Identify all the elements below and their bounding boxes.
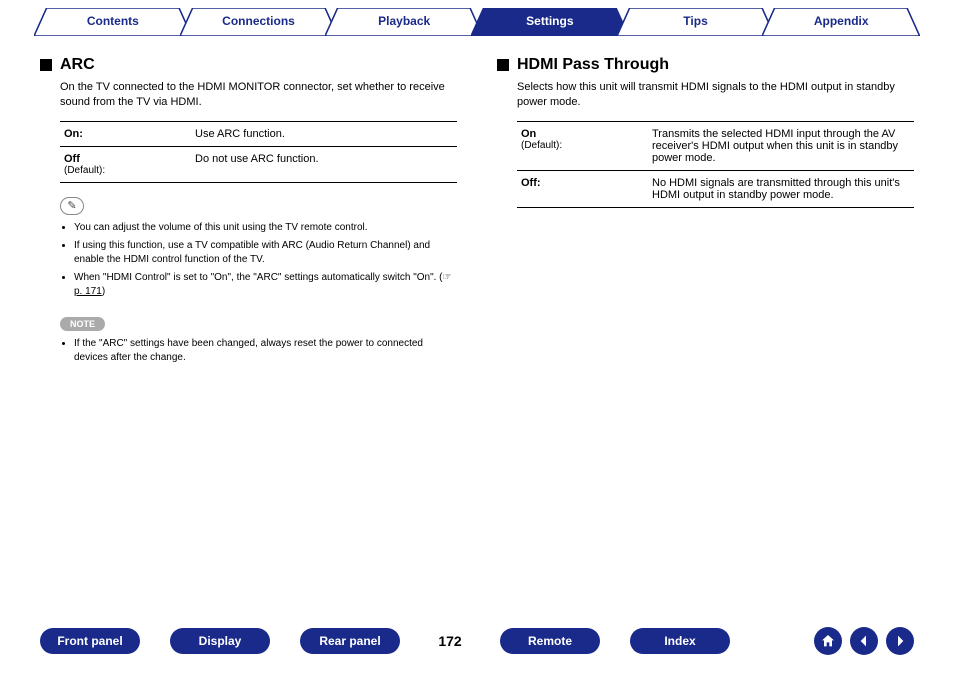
hdmi-options-table: On(Default): Transmits the selected HDMI…	[517, 121, 914, 208]
bullet-square-icon	[497, 59, 509, 71]
content-area: ARC On the TV connected to the HDMI MONI…	[0, 36, 954, 369]
bullet-square-icon	[40, 59, 52, 71]
nav-circle-buttons	[814, 627, 914, 655]
option-label: Off:	[517, 170, 648, 207]
list-item: When "HDMI Control" is set to "On", the …	[74, 271, 457, 299]
option-label: On(Default):	[517, 121, 648, 170]
option-text: Transmits the selected HDMI input throug…	[648, 121, 914, 170]
list-item: You can adjust the volume of this unit u…	[74, 221, 457, 235]
right-column: HDMI Pass Through Selects how this unit …	[497, 56, 914, 369]
arc-options-table: On: Use ARC function.Off(Default): Do no…	[60, 121, 457, 183]
tab-tips[interactable]: Tips	[617, 8, 775, 36]
nav-display[interactable]: Display	[170, 628, 270, 654]
nav-remote[interactable]: Remote	[500, 628, 600, 654]
tab-contents[interactable]: Contents	[34, 8, 192, 36]
pencil-icon: ✎	[60, 197, 84, 215]
option-text: Use ARC function.	[191, 121, 457, 146]
tab-label: Tips	[617, 14, 775, 28]
bottom-nav: Front panel Display Rear panel 172 Remote Ind…	[0, 627, 954, 655]
tab-appendix[interactable]: Appendix	[762, 8, 920, 36]
tab-label: Connections	[180, 14, 338, 28]
note-label: NOTE	[60, 317, 105, 331]
next-icon[interactable]	[886, 627, 914, 655]
option-label: Off(Default):	[60, 146, 191, 182]
tab-playback[interactable]: Playback	[325, 8, 483, 36]
top-nav: Contents Connections Playback Settings T…	[0, 0, 954, 36]
page-number: 172	[430, 633, 470, 649]
tab-label: Appendix	[762, 14, 920, 28]
nav-front-panel[interactable]: Front panel	[40, 628, 140, 654]
home-icon[interactable]	[814, 627, 842, 655]
section-title-hdmi: HDMI Pass Through	[497, 56, 914, 74]
hdmi-description: Selects how this unit will transmit HDMI…	[517, 80, 914, 111]
table-row: Off(Default): Do not use ARC function.	[60, 146, 457, 182]
nav-index[interactable]: Index	[630, 628, 730, 654]
nav-rear-panel[interactable]: Rear panel	[300, 628, 400, 654]
arc-title: ARC	[60, 56, 95, 74]
tab-label: Contents	[34, 14, 192, 28]
list-item: If the "ARC" settings have been changed,…	[74, 337, 457, 365]
arc-description: On the TV connected to the HDMI MONITOR …	[60, 80, 457, 111]
option-label: On:	[60, 121, 191, 146]
list-item: If using this function, use a TV compati…	[74, 239, 457, 267]
tab-settings[interactable]: Settings	[471, 8, 629, 36]
prev-icon[interactable]	[850, 627, 878, 655]
option-text: No HDMI signals are transmitted through …	[648, 170, 914, 207]
hdmi-title: HDMI Pass Through	[517, 56, 669, 74]
arc-bullets: You can adjust the volume of this unit u…	[60, 221, 457, 299]
table-row: On(Default): Transmits the selected HDMI…	[517, 121, 914, 170]
tab-label: Settings	[471, 14, 629, 28]
table-row: Off: No HDMI signals are transmitted thr…	[517, 170, 914, 207]
left-column: ARC On the TV connected to the HDMI MONI…	[40, 56, 457, 369]
section-title-arc: ARC	[40, 56, 457, 74]
option-text: Do not use ARC function.	[191, 146, 457, 182]
page-link[interactable]: p. 171	[74, 286, 102, 297]
tab-label: Playback	[325, 14, 483, 28]
table-row: On: Use ARC function.	[60, 121, 457, 146]
arc-note-bullets: If the "ARC" settings have been changed,…	[60, 337, 457, 365]
tab-connections[interactable]: Connections	[180, 8, 338, 36]
